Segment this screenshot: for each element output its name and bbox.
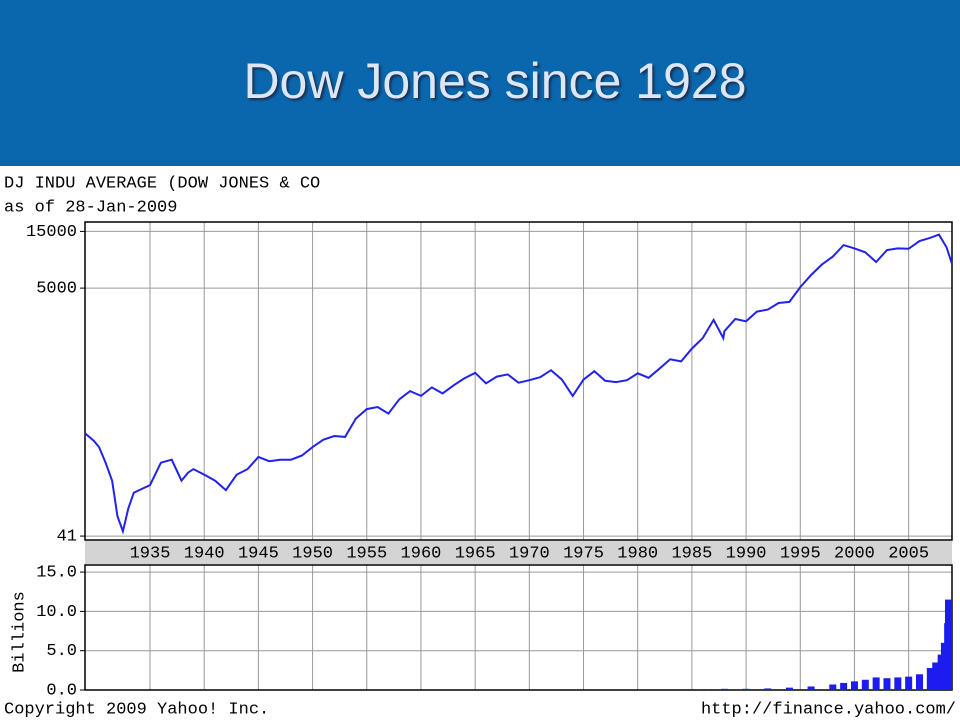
x-tick-label: 1975: [563, 544, 604, 563]
volume-bar: [945, 634, 952, 690]
plot-frame: [84, 221, 953, 541]
chart-title: DJ INDU AVERAGE (DOW JONES & CO: [4, 174, 320, 193]
volume-bar: [861, 679, 869, 690]
volume-bar: [915, 674, 923, 690]
x-tick-label: 1940: [184, 544, 225, 563]
volume-bar: [764, 688, 772, 690]
volume-bar: [905, 676, 913, 690]
x-tick-label: 1990: [726, 544, 767, 563]
y-tick-label: 0.0: [46, 681, 77, 700]
x-tick-label: 2000: [834, 544, 875, 563]
volume-bar: [883, 678, 891, 690]
y-tick-label: 15000: [26, 223, 77, 242]
y-tick-label: 5000: [36, 280, 77, 299]
volume-bar: [926, 667, 934, 690]
date-band: [85, 541, 952, 564]
volume-bar: [699, 689, 707, 690]
y-tick-label: 41: [57, 528, 77, 547]
chart-background: [0, 168, 956, 720]
x-tick-label: 1960: [401, 544, 442, 563]
y-tick-label: 15.0: [36, 564, 77, 583]
slide-title: Dow Jones since 1928: [243, 53, 747, 109]
volume-bar: [785, 687, 793, 690]
x-tick-label: 1985: [671, 544, 712, 563]
volume-bar: [840, 682, 848, 690]
x-tick-label: 1965: [455, 544, 496, 563]
x-tick-label: 1945: [238, 544, 279, 563]
x-tick-label: 1995: [780, 544, 821, 563]
header: [0, 0, 960, 166]
source: http://finance.yahoo.com/: [701, 700, 956, 719]
volume-bar: [932, 662, 940, 690]
x-tick-label: 1955: [346, 544, 387, 563]
volume-bar: [720, 688, 728, 690]
x-tick-label: 1980: [617, 544, 658, 563]
volume-bar: [872, 677, 880, 690]
copyright: Copyright 2009 Yahoo! Inc.: [4, 700, 269, 719]
y-axis-label: Billions: [10, 591, 29, 673]
x-tick-label: 2005: [888, 544, 929, 563]
y-tick-label: 5.0: [46, 642, 77, 661]
volume-bar: [894, 677, 902, 690]
volume-bar: [850, 681, 858, 690]
y-tick-label: 10.0: [36, 603, 77, 622]
volume-bar: [742, 688, 750, 690]
chart-subtitle: as of 28-Jan-2009: [4, 198, 177, 217]
volume-bar: [829, 684, 837, 690]
x-tick-label: 1970: [509, 544, 550, 563]
x-tick-label: 1950: [292, 544, 333, 563]
price-line: [84, 233, 953, 535]
volume-bar: [807, 686, 815, 690]
x-tick-label: 1935: [130, 544, 171, 563]
